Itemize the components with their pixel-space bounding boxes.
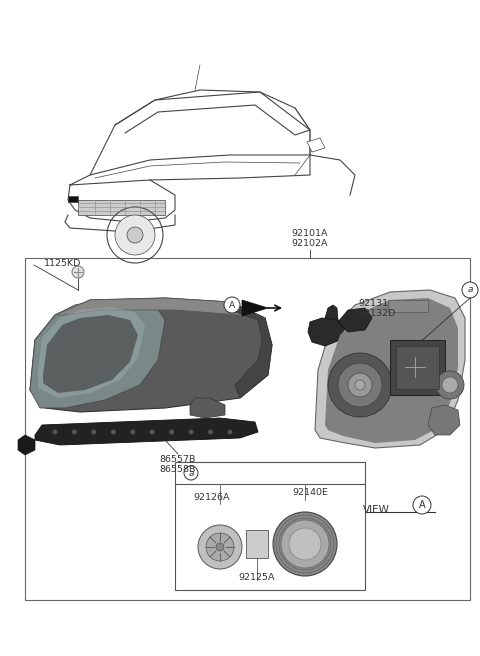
Text: a: a — [467, 285, 473, 295]
Polygon shape — [190, 398, 225, 418]
Text: 92125A: 92125A — [239, 573, 275, 582]
Text: 92102A: 92102A — [292, 239, 328, 248]
Polygon shape — [338, 308, 372, 332]
Polygon shape — [307, 138, 325, 152]
Circle shape — [111, 430, 116, 434]
Circle shape — [206, 533, 234, 561]
Bar — [388, 300, 428, 312]
Circle shape — [184, 466, 198, 480]
Bar — [175, 462, 365, 590]
Circle shape — [52, 430, 58, 434]
Circle shape — [130, 430, 135, 434]
Bar — [246, 530, 268, 558]
Polygon shape — [230, 302, 272, 398]
Circle shape — [228, 430, 232, 434]
Polygon shape — [325, 305, 338, 320]
Circle shape — [462, 282, 478, 298]
Text: A: A — [419, 500, 425, 510]
Circle shape — [189, 430, 193, 434]
Text: 92132D: 92132D — [358, 309, 396, 318]
Polygon shape — [38, 307, 145, 398]
Circle shape — [72, 430, 77, 434]
Polygon shape — [78, 200, 165, 215]
Text: a: a — [188, 468, 194, 478]
Circle shape — [273, 512, 337, 576]
Circle shape — [198, 525, 242, 569]
Text: 92140E: 92140E — [292, 488, 328, 497]
Circle shape — [91, 430, 96, 434]
Circle shape — [442, 377, 458, 393]
Bar — [25, 258, 470, 600]
Bar — [390, 340, 445, 395]
Text: 1125KD: 1125KD — [44, 258, 82, 268]
Circle shape — [338, 363, 382, 407]
Bar — [396, 346, 439, 389]
Circle shape — [127, 227, 143, 243]
Text: A: A — [229, 300, 235, 310]
Polygon shape — [325, 298, 458, 443]
Polygon shape — [30, 300, 165, 408]
Circle shape — [216, 543, 224, 551]
Text: 92131: 92131 — [358, 299, 388, 308]
Circle shape — [115, 215, 155, 255]
Text: 92101A: 92101A — [292, 229, 328, 238]
Polygon shape — [68, 196, 78, 202]
Circle shape — [224, 297, 240, 313]
Circle shape — [150, 430, 155, 434]
Polygon shape — [242, 300, 268, 316]
Circle shape — [436, 371, 464, 399]
Polygon shape — [30, 298, 272, 412]
Circle shape — [348, 373, 372, 397]
Text: 86558B: 86558B — [160, 465, 196, 474]
Polygon shape — [308, 318, 345, 346]
Text: VIEW: VIEW — [363, 505, 390, 515]
Circle shape — [289, 528, 321, 560]
Circle shape — [355, 380, 365, 390]
Polygon shape — [43, 315, 138, 393]
Circle shape — [72, 266, 84, 278]
Polygon shape — [18, 435, 35, 455]
Polygon shape — [428, 405, 460, 435]
Polygon shape — [35, 418, 258, 445]
Polygon shape — [55, 298, 265, 318]
Text: 92126A: 92126A — [194, 493, 230, 502]
Circle shape — [169, 430, 174, 434]
Circle shape — [281, 520, 329, 568]
Circle shape — [328, 353, 392, 417]
Polygon shape — [315, 290, 465, 448]
Text: 86557B: 86557B — [160, 455, 196, 464]
Circle shape — [413, 496, 431, 514]
Circle shape — [208, 430, 213, 434]
